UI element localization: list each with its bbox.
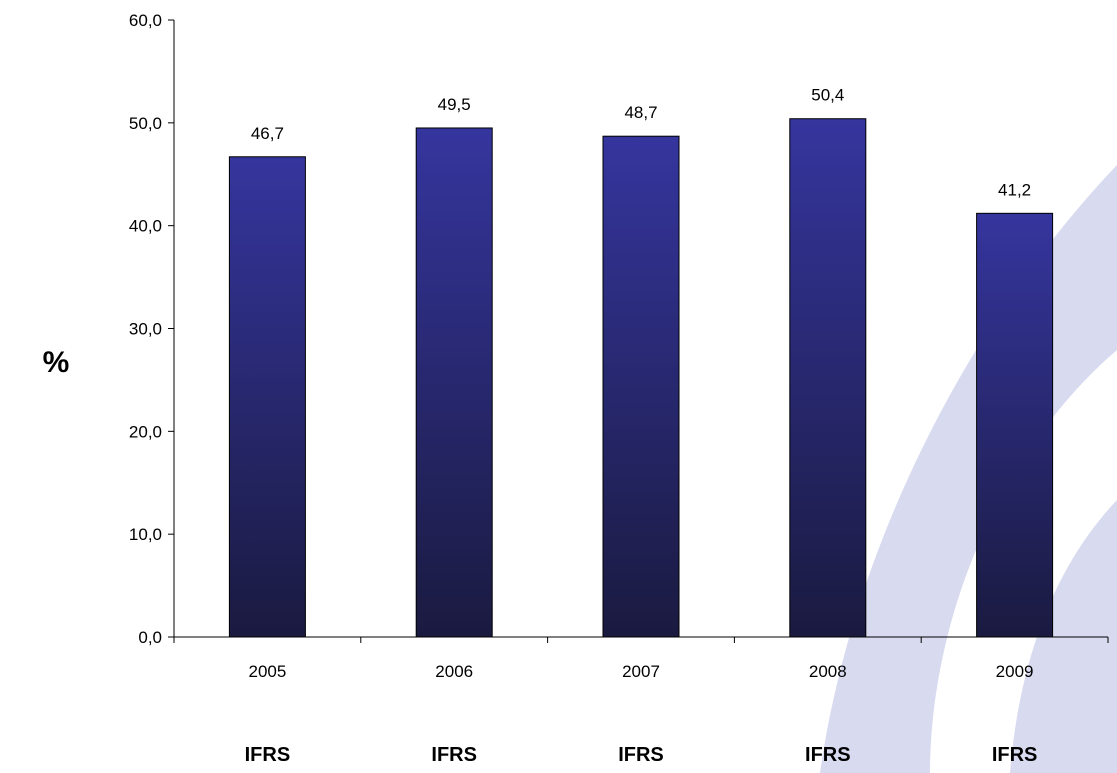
y-tick-label: 60,0 — [129, 11, 162, 30]
y-tick-label: 50,0 — [129, 114, 162, 133]
bar-2005 — [228, 156, 306, 638]
x-tick-label-2006: 2006 — [435, 662, 473, 681]
y-axis-label: % — [43, 346, 70, 379]
value-label-2008: 50,4 — [811, 86, 844, 105]
x-tick-label-2007: 2007 — [622, 662, 660, 681]
value-label-2009: 41,2 — [998, 180, 1031, 199]
value-label-2006: 49,5 — [438, 95, 471, 114]
value-labels: 46,7 49,5 48,7 50,4 41,2 — [251, 86, 1031, 200]
standard-label-2006: IFRS — [431, 744, 477, 766]
x-tick-label-2005: 2005 — [248, 662, 286, 681]
bars — [228, 118, 1054, 638]
bar-2008 — [789, 118, 867, 638]
value-label-2007: 48,7 — [624, 103, 657, 122]
bar-2006 — [415, 127, 493, 638]
bar-2009 — [976, 212, 1054, 638]
standard-label-2005: IFRS — [245, 744, 291, 766]
x-axis-ticks — [173, 637, 1109, 643]
y-tick-label: 0,0 — [138, 628, 162, 647]
y-tick-label: 20,0 — [129, 422, 162, 441]
standard-label-2009: IFRS — [992, 744, 1038, 766]
standard-label-2008: IFRS — [805, 744, 851, 766]
y-tick-label: 40,0 — [129, 217, 162, 236]
category-labels: 2005 2006 2007 2008 2009 — [248, 662, 1033, 681]
y-tick-label: 10,0 — [129, 525, 162, 544]
axes: 0,0 10,0 20,0 30,0 40,0 50,0 60,0 — [129, 11, 1109, 647]
bar-2007 — [602, 135, 680, 638]
x-tick-label-2009: 2009 — [996, 662, 1034, 681]
standard-labels: IFRS IFRS IFRS IFRS IFRS — [245, 744, 1038, 766]
x-tick-label-2008: 2008 — [809, 662, 847, 681]
standard-label-2007: IFRS — [618, 744, 664, 766]
y-axis-ticks: 0,0 10,0 20,0 30,0 40,0 50,0 60,0 — [129, 11, 174, 647]
y-tick-label: 30,0 — [129, 320, 162, 339]
value-label-2005: 46,7 — [251, 124, 284, 143]
